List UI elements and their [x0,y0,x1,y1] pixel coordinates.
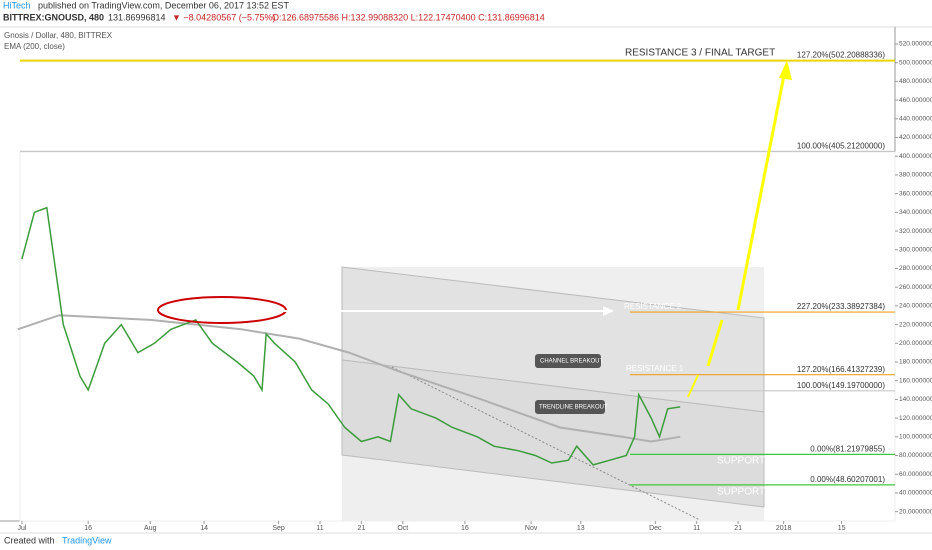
symbol: BITTREX:GNOUSD, 480 [3,12,104,22]
ohlc: O:126.68975586 H:132.99088320 L:122.1747… [272,12,545,22]
level-label: 0.00%(48.60207001) [810,475,885,484]
y-tick-label: 60.00000000 [899,471,932,478]
level-label: 0.00%(81.21979855) [810,445,885,454]
y-tick-label: 520.00000000 [899,41,932,48]
y-tick-label: 460.00000000 [899,97,932,104]
x-tick-label: 11 [316,525,323,532]
x-tick-label: Nov [525,525,538,532]
callout [535,400,605,414]
footer-brand: TradingView [62,535,112,545]
arrow-2 [706,319,724,367]
x-tick-label: Dec [649,525,662,532]
annotation: SUPPORT [717,456,765,467]
annotation: CHANNEL BREAKOUT [540,359,603,365]
last-price: 131.86996814 [108,12,166,22]
x-tick-label: 13 [577,525,585,532]
y-tick-label: 260.00000000 [899,284,932,291]
level-label: 100.00%(149.19700000) [797,381,885,390]
x-tick-label: Aug [144,525,157,532]
y-tick-label: 100.00000000 [899,434,932,441]
y-tick-label: 80.00000000 [899,452,932,459]
arrow-3 [736,69,787,311]
y-tick-label: 240.00000000 [899,303,932,310]
y-tick-label: 480.00000000 [899,78,932,85]
x-tick-label: Sep [272,525,285,532]
x-tick-label: 21 [734,525,742,532]
y-tick-label: 180.00000000 [899,359,932,366]
y-tick-label: 20.00000000 [899,508,932,515]
y-tick-label: 440.00000000 [899,116,932,123]
arrow-head [603,306,614,316]
annotation: RESISTANCE 1 [626,364,684,373]
indicator-label: EMA (200, close) [4,42,65,51]
annotation: RESISTANCE 3 / FINAL TARGET [625,48,775,59]
chart-title: Gnosis / Dollar, 480, BITTREX [4,31,113,40]
level-label: 127.20%(166.41327239) [797,365,885,374]
footer-created: Created with [4,535,55,545]
y-tick-label: 300.00000000 [899,246,932,253]
annotation: TRENDLINE BREAKOUT [539,405,608,411]
annotation: SUPPORT [717,487,765,498]
plot: 127.20%(502.20888336) 100.00%(405.2120000… [17,51,895,486]
ema-line [17,314,681,443]
arrow-1 [687,374,699,398]
y-tick-label: 360.00000000 [899,190,932,197]
author: HiTech [3,0,31,10]
y-tick-label: 320.00000000 [899,228,932,235]
x-tick-label: Jul [17,525,26,532]
y-tick-label: 420.00000000 [899,134,932,141]
price-line [21,206,681,466]
x-tick-label: 2018 [776,525,792,532]
y-tick-label: 120.00000000 [899,415,932,422]
x-tick-label: Oct [397,525,408,532]
level-label: 227.20%(233.38927384) [797,302,885,311]
published: published on TradingView.com, December 0… [38,0,289,10]
x-tick-label: 16 [84,525,92,532]
y-tick-label: 380.00000000 [899,172,932,179]
arrow-3-head [779,60,792,80]
x-tick-label: 16 [461,525,469,532]
annotation: RESISTANCE 2 [624,302,682,311]
y-tick-label: 280.00000000 [899,265,932,272]
y-tick-label: 40.00000000 [899,490,932,497]
x-tick-label: 15 [838,525,846,532]
level-label: 100.00%(405.21200000) [797,141,885,150]
y-tick-label: 340.00000000 [899,209,932,216]
level-label: 127.20%(502.20888336) [797,51,885,60]
trendline [391,366,701,521]
y-tick-label: 400.00000000 [899,153,932,160]
y-tick-label: 200.00000000 [899,340,932,347]
y-tick-label: 220.00000000 [899,321,932,328]
x-tick-label: 14 [200,525,208,532]
y-tick-label: 500.00000000 [899,59,932,66]
y-tick-label: 140.00000000 [899,396,932,403]
y-tick-label: 160.00000000 [899,377,932,384]
callout [535,354,601,368]
x-tick-label: 21 [357,525,365,532]
change: ▼ −8.04280567 (−5.75%) [172,12,275,22]
x-tick-label: 11 [693,525,700,532]
